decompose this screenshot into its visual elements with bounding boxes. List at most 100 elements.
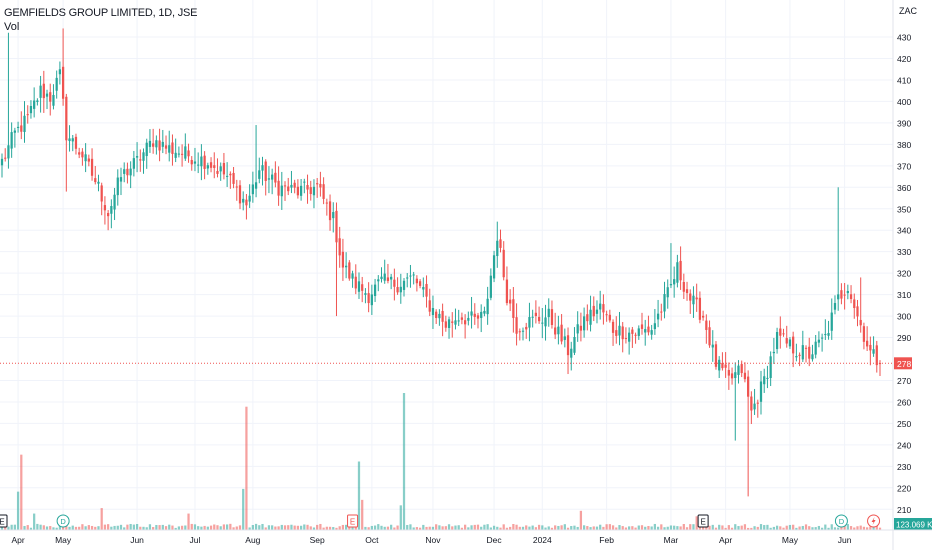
dividend-icon[interactable]: D	[56, 514, 70, 528]
candle-body	[222, 162, 226, 175]
time-tick-label: Jul	[190, 535, 201, 545]
volume-bar	[705, 525, 708, 530]
volume-bar	[187, 513, 190, 530]
volume-bar	[872, 527, 875, 530]
candle-body	[348, 262, 351, 279]
price-tick-label: 320	[897, 269, 911, 279]
candle-body	[242, 198, 245, 203]
candle-body	[846, 291, 849, 294]
candle-body	[52, 94, 55, 106]
candle-body	[42, 83, 45, 99]
candle-body	[135, 156, 139, 158]
candle-body	[547, 308, 550, 318]
volume-bar	[7, 526, 10, 530]
candle-body	[296, 186, 300, 196]
candle-body	[769, 356, 772, 378]
volume-bar	[814, 527, 817, 530]
volume-bar	[357, 461, 361, 530]
volume-bar	[476, 524, 480, 530]
volume-bar	[370, 525, 373, 530]
volume-bar	[393, 527, 396, 530]
candle-body	[830, 312, 833, 331]
volume-bar	[145, 527, 148, 530]
candle-body	[798, 354, 801, 356]
candle-body	[447, 319, 451, 329]
candle-body	[505, 279, 509, 304]
time-tick-label: Jun	[838, 535, 852, 545]
candle-body	[441, 310, 444, 322]
volume-value-badge[interactable]	[894, 518, 932, 530]
time-tick-label: Jun	[130, 535, 144, 545]
currency-label[interactable]: ZAC	[899, 6, 917, 16]
candle-body	[393, 279, 396, 287]
volume-bar	[582, 525, 586, 530]
candle-body	[576, 324, 579, 334]
volume-bar	[213, 524, 216, 530]
volume-bar	[312, 527, 316, 530]
candle-body	[380, 276, 383, 280]
candle-body	[396, 287, 399, 293]
volume-bar	[460, 527, 464, 530]
candle-body	[287, 186, 290, 192]
volume-legend-label[interactable]: Vol	[4, 21, 20, 33]
dividend-badge-frame	[56, 514, 70, 528]
candle-body	[33, 100, 36, 109]
candle-body	[129, 168, 132, 176]
candle-body	[370, 294, 373, 306]
time-tick-label: May	[55, 535, 72, 545]
volume-bar	[743, 524, 747, 530]
earnings-icon[interactable]: E	[697, 514, 709, 528]
volume-bar	[309, 526, 312, 530]
candle-body	[544, 317, 547, 327]
volume-bar	[435, 524, 438, 530]
volume-bar	[49, 526, 52, 530]
candle-body	[499, 239, 502, 248]
time-axis[interactable]: Apr May Jun Jul Aug Sep Oct Nov Dec 2024 Feb Mar Apr…	[0, 529, 932, 545]
price-axis[interactable]: 430 420 410 400 390 380 370 360 350 340 330 320 310 3…	[892, 0, 932, 550]
volume-bar	[10, 524, 13, 530]
candle-body	[875, 345, 878, 366]
earnings-icon-red[interactable]: E	[347, 514, 359, 528]
volume-bar	[795, 527, 798, 530]
candle-body	[747, 376, 750, 397]
candle-body	[412, 274, 415, 276]
volume-bar	[20, 454, 23, 530]
volume-bar	[496, 526, 499, 530]
lightning-icon[interactable]	[867, 514, 881, 528]
candle-body	[425, 283, 428, 297]
candle-body	[277, 180, 280, 196]
candle-body	[197, 164, 200, 166]
candle-body	[631, 329, 634, 334]
earnings-icon[interactable]: E	[0, 514, 8, 528]
candle-body	[457, 320, 460, 322]
candle-body	[293, 182, 296, 188]
volume-bar	[65, 524, 68, 530]
candle-body	[541, 322, 544, 324]
volume-bar	[55, 527, 58, 530]
last-price-badge[interactable]	[894, 357, 912, 370]
volume-bar	[747, 527, 750, 530]
volume-bar	[422, 524, 425, 530]
candle-body	[271, 174, 274, 180]
volume-bar	[730, 527, 734, 530]
volume-bar	[544, 527, 547, 530]
candle-body	[817, 339, 821, 343]
candle-body	[766, 377, 769, 379]
volume-bar	[296, 525, 300, 530]
candle-body	[110, 206, 113, 214]
candle-body	[261, 165, 264, 171]
volume-bar	[219, 526, 222, 530]
candle-body	[61, 66, 65, 99]
volume-bar	[97, 526, 100, 530]
candle-body	[415, 278, 419, 284]
volume-bar	[595, 526, 599, 530]
candle-body	[837, 294, 840, 300]
volume-bar	[605, 524, 608, 530]
dividend-icon[interactable]: D	[834, 514, 848, 528]
symbol-title[interactable]: GEMFIELDS GROUP LIMITED, 1D, JSE	[4, 7, 198, 19]
volume-bars	[0, 393, 882, 530]
volume-bar	[280, 524, 283, 530]
